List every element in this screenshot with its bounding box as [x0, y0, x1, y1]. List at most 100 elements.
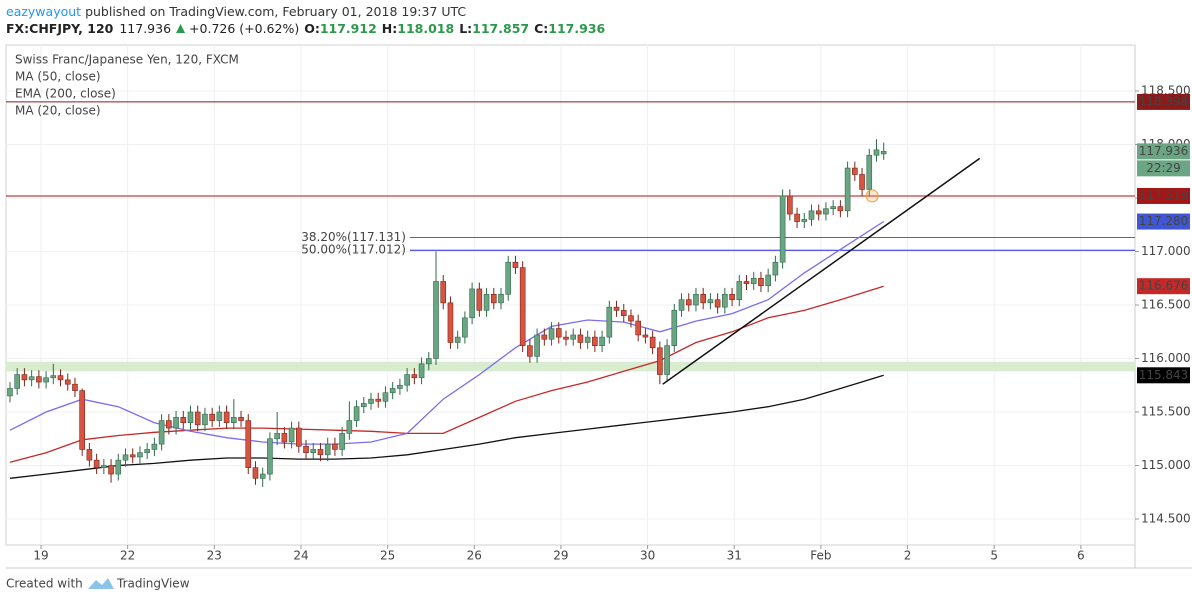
ohlc-label: C: [534, 21, 548, 36]
candle-body [563, 336, 569, 340]
candle-body [252, 467, 259, 479]
candle-body [202, 413, 208, 426]
candle-body [664, 345, 670, 375]
candle-body [541, 334, 548, 340]
candle-body [620, 310, 627, 317]
candle-body [187, 411, 194, 424]
candle-body [801, 219, 808, 222]
candle-body [866, 154, 873, 190]
ohlc-label: O: [304, 21, 320, 36]
x-tick-label: 29 [553, 549, 568, 563]
candle-body [642, 334, 649, 338]
candle-body [418, 363, 425, 379]
x-tick-label: 2 [904, 549, 912, 563]
candle-body [267, 438, 273, 475]
candle-body [454, 336, 461, 343]
candle-body [79, 390, 85, 450]
candle-body [606, 306, 613, 338]
y-tick-label: 116.000 [1141, 351, 1191, 365]
candle-body [873, 149, 880, 156]
candle-body [36, 376, 42, 383]
candle-body [592, 336, 598, 346]
candle-body [678, 299, 685, 311]
y-tick-label: 115.500 [1141, 405, 1191, 419]
ma-line [9, 374, 884, 479]
y-tick-label: 117.000 [1141, 244, 1191, 258]
candle-body [830, 206, 836, 210]
price-label: 117.280 [1139, 214, 1189, 228]
candle-body [122, 454, 129, 461]
y-tick-label: 116.500 [1141, 298, 1191, 312]
candle-body [389, 388, 396, 394]
candle-body [158, 420, 165, 445]
candle-body [880, 151, 887, 155]
candle-body [194, 411, 201, 426]
plot-area [5, 44, 1136, 546]
candle-body [166, 420, 172, 429]
ohlc-value: 118.018 [397, 21, 454, 36]
candle-body [274, 433, 280, 440]
ohlc-value: 117.936 [548, 21, 605, 36]
candle-body [476, 288, 483, 311]
candle-body [173, 417, 179, 429]
candle-body [722, 294, 728, 308]
candle-body [570, 334, 577, 340]
candle-body [404, 374, 410, 386]
symbol: FX:CHFJPY, 120 [6, 21, 114, 36]
footer-text: Created with [6, 577, 83, 591]
candle-body [303, 445, 309, 453]
candle-body [86, 449, 93, 461]
candle-body [28, 376, 35, 381]
ohlc-label: L: [459, 21, 472, 36]
candle-body [765, 274, 771, 287]
candle-body [649, 336, 656, 349]
ma-line [9, 220, 885, 445]
candle-body [216, 411, 223, 421]
candle-body [483, 294, 490, 311]
candle-body [353, 406, 360, 421]
author[interactable]: eazywayout [6, 4, 81, 19]
candle-body [108, 465, 114, 475]
price-label-box [1137, 278, 1190, 295]
header-line: eazywayout published on TradingView.com, … [6, 4, 466, 19]
candle-body [700, 294, 706, 304]
y-tick-label: 114.500 [1141, 511, 1191, 525]
candle-body [129, 454, 136, 458]
candle-body [137, 452, 143, 458]
candle-body [180, 417, 187, 424]
candle-body [685, 299, 692, 306]
candle-body [837, 206, 844, 212]
quote-line: FX:CHFJPY, 120 117.936 +0.726 (+0.62%) O:11… [6, 21, 606, 36]
last-price: 117.936 [119, 21, 171, 36]
candle-body [332, 443, 338, 450]
candle-body [758, 277, 764, 287]
candle-body [259, 473, 266, 479]
candle-body [433, 281, 439, 359]
x-tick-label: 30 [640, 549, 655, 563]
candle-body [613, 306, 620, 311]
countdown: 22:29 [1146, 161, 1181, 175]
candle-body [750, 277, 757, 284]
candle-body [397, 384, 403, 389]
price-label-box [1137, 187, 1190, 204]
candle-body [772, 261, 779, 276]
x-tick-label: 6 [1077, 549, 1085, 563]
candle-body [527, 345, 533, 357]
fib-label: 38.20%(117.131) [301, 230, 406, 244]
candle-body [779, 195, 786, 263]
candle-body [14, 374, 20, 389]
footer-brand[interactable]: TradingView [116, 577, 190, 591]
candle-body [512, 261, 519, 268]
marker [865, 189, 879, 203]
candle-body [317, 449, 324, 456]
candle-body [245, 420, 252, 468]
candle-body [657, 347, 663, 375]
price-label: 116.676 [1139, 279, 1189, 293]
candle-body [425, 358, 432, 365]
candle-body [534, 334, 540, 357]
candle-body [440, 281, 447, 304]
candle-body [375, 398, 382, 402]
candle-body [671, 310, 678, 346]
candle-body [281, 433, 288, 443]
